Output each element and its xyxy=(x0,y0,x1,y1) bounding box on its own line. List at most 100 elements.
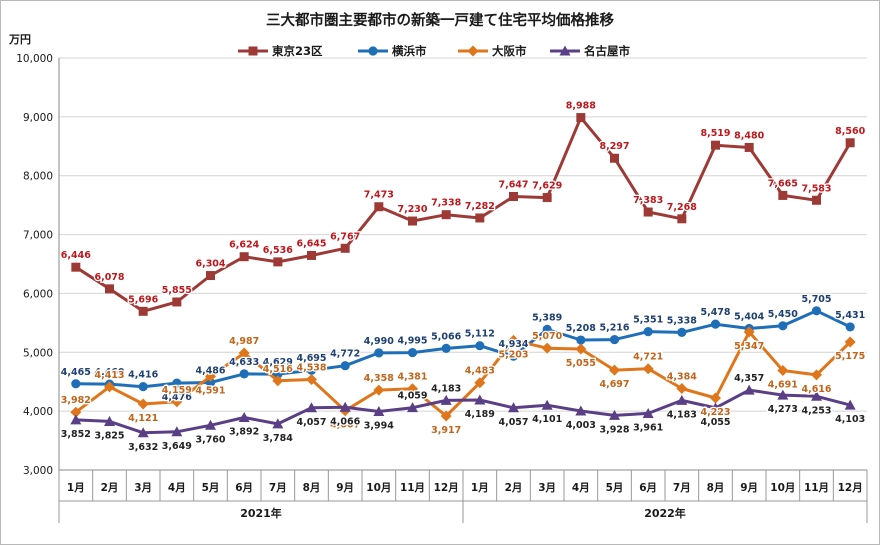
data-point xyxy=(542,324,552,334)
data-point xyxy=(205,377,216,388)
data-point xyxy=(642,407,654,418)
data-point xyxy=(71,379,81,389)
data-label: 4,476 xyxy=(162,392,192,403)
data-label: 4,516 xyxy=(263,364,293,375)
data-point xyxy=(743,326,755,338)
data-label: 4,183 xyxy=(431,383,461,394)
data-point xyxy=(171,426,183,437)
data-point xyxy=(609,409,620,420)
data-label: 5,208 xyxy=(566,323,596,334)
data-label: 3,961 xyxy=(633,422,663,433)
data-label: 4,995 xyxy=(397,336,427,347)
data-point xyxy=(306,373,317,385)
data-label: 4,273 xyxy=(768,404,798,415)
data-point xyxy=(306,402,317,413)
legend-label: 名古屋市 xyxy=(584,44,630,58)
data-label: 8,297 xyxy=(599,141,629,152)
data-point xyxy=(171,396,183,408)
data-label: 7,647 xyxy=(498,179,528,190)
data-point xyxy=(137,398,149,410)
data-label: 5,855 xyxy=(162,285,192,296)
x-tick-label: 7月 xyxy=(269,482,287,494)
data-label: 4,101 xyxy=(532,414,562,425)
x-tick-label: 8月 xyxy=(303,482,321,494)
x-tick-label: 1月 xyxy=(67,482,85,494)
data-point xyxy=(407,347,418,358)
year-group-label: 2021年 xyxy=(240,506,282,520)
data-label: 6,536 xyxy=(263,245,293,256)
data-label: 5,404 xyxy=(734,312,764,323)
x-tick-label: 2月 xyxy=(505,482,523,494)
y-tick-label: 3,000 xyxy=(23,465,53,477)
data-point xyxy=(138,382,148,392)
data-label: 6,624 xyxy=(229,240,259,251)
data-point xyxy=(340,361,350,371)
data-label: 5,112 xyxy=(465,329,495,340)
data-point xyxy=(676,383,688,395)
x-tick-label: 11月 xyxy=(804,482,829,494)
data-label: 5,351 xyxy=(633,315,663,326)
data-point xyxy=(71,262,81,272)
data-label: 4,159 xyxy=(162,385,192,396)
y-tick-label: 7,000 xyxy=(23,230,53,242)
data-point xyxy=(844,399,856,410)
series-line xyxy=(74,116,852,313)
data-label: 4,066 xyxy=(330,416,360,427)
year-group-label: 2022年 xyxy=(644,506,686,520)
data-label: 3,784 xyxy=(263,433,293,444)
x-tick-label: 1月 xyxy=(471,482,489,494)
data-point xyxy=(710,319,721,329)
data-label: 4,357 xyxy=(734,373,764,384)
data-label: 4,987 xyxy=(229,336,259,347)
y-tick-label: 6,000 xyxy=(23,288,53,300)
data-point xyxy=(575,405,587,416)
data-label: 4,381 xyxy=(397,372,427,383)
data-point xyxy=(475,213,485,223)
x-tick-label: 12月 xyxy=(838,482,863,494)
x-tick-label: 4月 xyxy=(168,482,186,494)
data-point xyxy=(172,297,182,307)
data-point xyxy=(239,252,249,262)
data-label: 4,416 xyxy=(128,370,158,381)
data-label: 3,928 xyxy=(599,424,629,435)
legend: 東京23区 横浜市 大阪市 名古屋市 xyxy=(238,44,630,58)
series-line xyxy=(75,388,851,435)
data-point xyxy=(441,210,451,220)
data-point xyxy=(575,343,587,355)
data-point xyxy=(441,343,451,354)
data-point xyxy=(542,193,552,203)
data-label: 5,338 xyxy=(667,315,697,326)
data-label: 7,282 xyxy=(465,201,495,212)
data-point xyxy=(474,394,486,405)
data-point xyxy=(609,364,620,376)
y-tick-label: 10,000 xyxy=(16,53,53,65)
data-label: 4,358 xyxy=(364,373,394,384)
data-label: 5,216 xyxy=(599,323,629,334)
data-label: 4,223 xyxy=(700,407,730,418)
data-point xyxy=(374,202,384,212)
data-point xyxy=(138,306,148,316)
data-point xyxy=(710,402,721,413)
legend-marker xyxy=(368,46,378,56)
data-label: 8,560 xyxy=(835,126,865,137)
data-point xyxy=(273,257,283,267)
data-label: 4,465 xyxy=(61,367,91,378)
data-label: 4,990 xyxy=(364,336,394,347)
data-label: 5,070 xyxy=(532,331,562,342)
x-tick-label: 10月 xyxy=(770,482,795,494)
x-tick-label: 5月 xyxy=(606,482,624,494)
legend-label: 東京23区 xyxy=(272,44,323,58)
data-point xyxy=(239,369,249,379)
data-point xyxy=(845,322,855,332)
data-point xyxy=(576,113,586,123)
x-tick-label: 5月 xyxy=(202,482,220,494)
data-label: 4,633 xyxy=(229,357,259,368)
data-label: 4,253 xyxy=(801,405,831,416)
legend-label: 大阪市 xyxy=(492,44,527,58)
data-point xyxy=(205,370,216,382)
x-tick-label: 4月 xyxy=(572,482,590,494)
data-point xyxy=(541,342,553,354)
data-point xyxy=(273,369,283,379)
data-label: 3,649 xyxy=(162,441,192,452)
data-point xyxy=(408,216,417,226)
